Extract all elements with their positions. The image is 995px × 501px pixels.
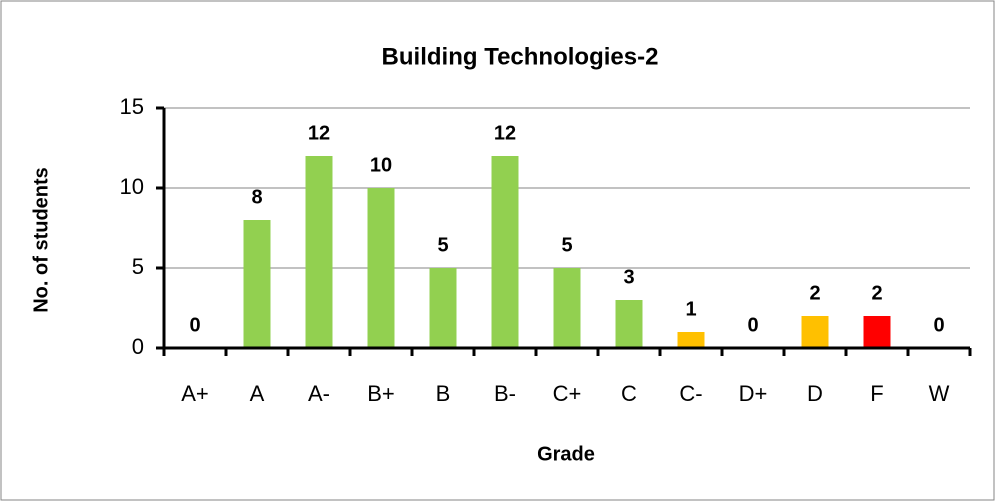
data-label: 8 — [251, 186, 262, 208]
data-label: 0 — [189, 314, 200, 336]
data-label: 12 — [494, 122, 516, 144]
data-label: 12 — [308, 122, 330, 144]
x-tick-label: C+ — [553, 381, 582, 406]
data-label: 5 — [437, 234, 448, 256]
bar — [615, 300, 643, 348]
x-tick-label: C — [621, 381, 637, 406]
bar — [863, 316, 891, 348]
bar — [305, 156, 333, 348]
x-tick-label: D+ — [739, 381, 768, 406]
y-tick-label: 10 — [120, 174, 144, 199]
chart-title: Building Technologies-2 — [382, 43, 659, 70]
x-tick-label: A+ — [181, 381, 209, 406]
data-label: 5 — [561, 234, 572, 256]
x-tick-label: C- — [679, 381, 702, 406]
y-axis-label: No. of students — [30, 167, 52, 313]
bar — [677, 332, 705, 348]
x-tick-label: A — [250, 381, 265, 406]
bar — [801, 316, 829, 348]
bar — [491, 156, 519, 348]
bar — [367, 188, 395, 348]
bar — [429, 268, 457, 348]
x-tick-label: B — [436, 381, 451, 406]
y-tick-label: 0 — [132, 334, 144, 359]
data-label: 0 — [933, 314, 944, 336]
data-label: 0 — [747, 314, 758, 336]
y-tick-label: 5 — [132, 254, 144, 279]
x-tick-label: B+ — [367, 381, 395, 406]
x-tick-label: A- — [308, 381, 330, 406]
data-label: 2 — [871, 282, 882, 304]
y-tick-label: 15 — [120, 94, 144, 119]
x-tick-label: W — [929, 381, 950, 406]
x-axis-label: Grade — [537, 443, 595, 465]
bar — [553, 268, 581, 348]
data-label: 1 — [685, 298, 696, 320]
data-label: 2 — [809, 282, 820, 304]
data-label: 10 — [370, 154, 392, 176]
bar — [243, 220, 271, 348]
x-tick-label: F — [870, 381, 883, 406]
x-tick-label: D — [807, 381, 823, 406]
data-label: 3 — [623, 266, 634, 288]
x-tick-label: B- — [494, 381, 516, 406]
